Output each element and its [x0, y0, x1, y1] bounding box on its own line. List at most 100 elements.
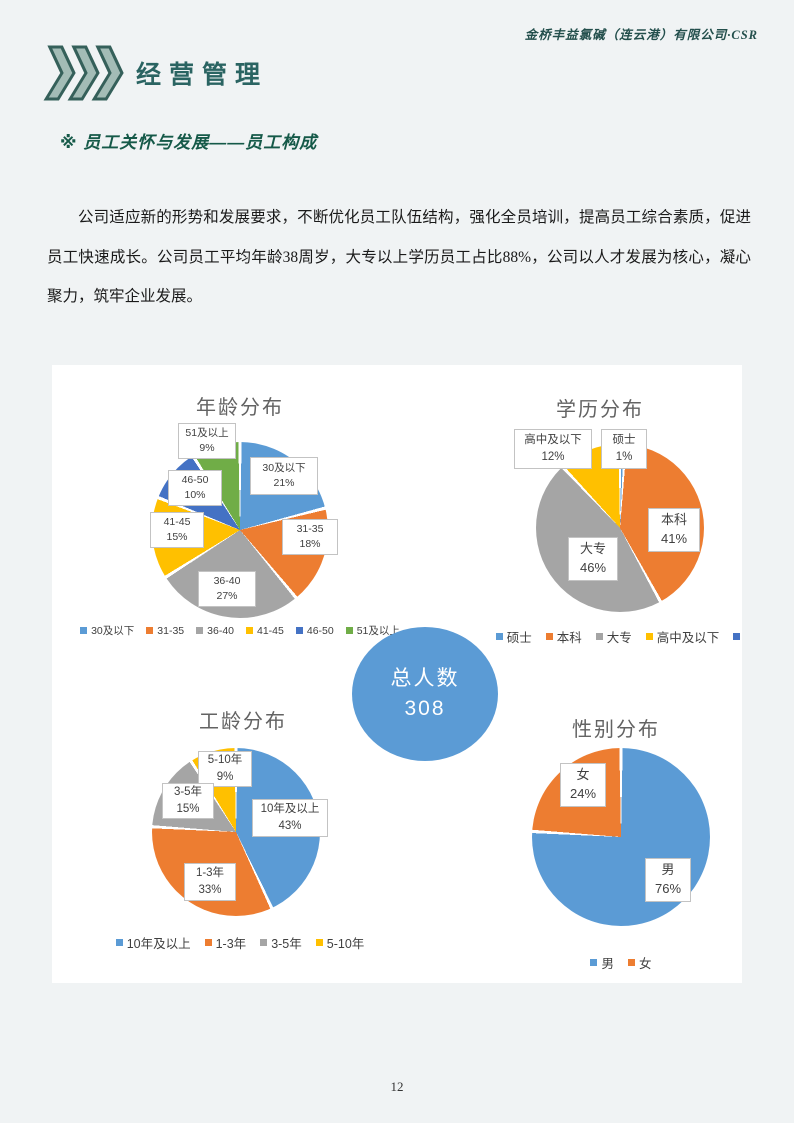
- legend-item: 3-5年: [260, 933, 302, 952]
- data-label-tenure-10plus: 10年及以上 43%: [252, 799, 328, 837]
- legend-swatch-icon: [295, 627, 303, 634]
- data-label-age-41-45: 41-45 15%: [150, 512, 204, 548]
- legend-label: 46-50: [306, 624, 334, 637]
- legend-swatch-icon: [196, 627, 204, 634]
- callout-label: 51及以上: [185, 426, 229, 439]
- legend-label: 31-35: [157, 624, 185, 637]
- legend-swatch-icon: [80, 627, 88, 634]
- data-label-age-31-35: 31-35 18%: [282, 519, 338, 555]
- chart-title-gender: 性别分布: [572, 719, 660, 741]
- legend-label: 36-40: [207, 624, 234, 637]
- legend-swatch-icon: [260, 939, 268, 946]
- callout-label: 10年及以上: [260, 803, 320, 816]
- legend-swatch-icon: [345, 627, 353, 634]
- legend-item: 硕士: [495, 627, 532, 646]
- callout-value: 46%: [579, 560, 607, 575]
- legend-item: 5-10年: [315, 933, 365, 952]
- legend-item: 31-35: [146, 625, 184, 637]
- data-label-age-30under: 30及以下 21%: [250, 457, 318, 495]
- legend-gender: 男女: [521, 953, 721, 972]
- legend-swatch-icon: [246, 627, 253, 634]
- callout-value: 18%: [299, 538, 321, 550]
- data-label-tenure-3-5: 3-5年 15%: [162, 783, 214, 819]
- legend-label: 女: [639, 957, 652, 971]
- legend-swatch-icon: [146, 627, 154, 634]
- chart-title-education: 学历分布: [556, 399, 644, 421]
- callout-value: 1%: [615, 451, 633, 463]
- callout-label: 女: [576, 767, 590, 783]
- legend-item: 本科: [545, 627, 582, 646]
- legend-item: 30及以下: [80, 623, 134, 638]
- callout-label: 1-3年: [195, 867, 225, 880]
- legend-label: 男: [601, 957, 614, 971]
- company-header: 金桥丰益氯碱（连云港）有限公司·CSR: [524, 28, 758, 42]
- legend-swatch-icon: [545, 633, 553, 640]
- legend-item: 1-3年: [204, 933, 246, 952]
- legend-item: 36-40: [196, 625, 234, 637]
- legend-item: 51及以上: [345, 623, 400, 638]
- legend-label: 10年及以上: [126, 937, 191, 951]
- callout-label: 硕士: [612, 434, 636, 447]
- legend-item: 高中及以下: [645, 627, 720, 646]
- legend-item: 大专: [595, 627, 632, 646]
- data-label-edu-highschool: 高中及以下 12%: [514, 429, 592, 469]
- subsection-title: ※ 员工关怀与发展——员工构成: [60, 133, 318, 152]
- legend-label: 41-45: [257, 624, 284, 637]
- callout-value: 15%: [176, 803, 200, 815]
- callout-value: 43%: [278, 820, 302, 832]
- callout-value: 10%: [184, 489, 206, 501]
- callout-label: 31-35: [296, 522, 324, 535]
- data-label-edu-college: 大专 46%: [568, 537, 618, 581]
- callout-label: 男: [661, 862, 675, 878]
- callout-value: 9%: [216, 771, 234, 783]
- page-number: 12: [390, 1079, 404, 1094]
- data-label-tenure-1-3: 1-3年 33%: [184, 863, 236, 901]
- legend-label: 5-10年: [326, 937, 365, 951]
- data-label-gender-female: 女 24%: [560, 763, 606, 807]
- legend-swatch-icon: [204, 939, 212, 946]
- legend-swatch-icon: [315, 939, 323, 946]
- legend-label: 硕士: [506, 631, 532, 645]
- legend-swatch-icon: [645, 633, 653, 640]
- body-paragraph: 公司适应新的形势和发展要求，不断优化员工队伍结构，强化全员培训，提高员工综合素质…: [47, 209, 751, 306]
- callout-value: 27%: [216, 590, 238, 602]
- callout-value: 76%: [654, 881, 682, 896]
- legend-item: 46-50: [295, 624, 334, 637]
- legend-label: 3-5年: [271, 937, 302, 951]
- legend-label: 本科: [556, 631, 582, 645]
- legend-item: 男: [590, 953, 614, 972]
- total-count-label: 总人数: [390, 666, 460, 690]
- legend-item: 10年及以上: [115, 933, 191, 952]
- legend-item: 41-45: [246, 625, 284, 637]
- callout-value: 12%: [541, 451, 565, 463]
- callout-value: 21%: [273, 477, 295, 489]
- callout-label: 46-50: [181, 473, 209, 486]
- chevrons-logo-icon: [43, 45, 124, 101]
- chart-title-age: 年龄分布: [196, 397, 284, 419]
- total-count-value: 308: [404, 697, 446, 720]
- legend-education: 硕士 本科 大专 高中及以下: [460, 627, 780, 646]
- legend-swatch-icon: [733, 633, 741, 640]
- chart-title-tenure: 工龄分布: [199, 711, 287, 733]
- legend-label: 高中及以下: [656, 631, 720, 645]
- callout-label: 3-5年: [173, 786, 203, 799]
- callout-label: 5-10年: [207, 754, 243, 767]
- callout-label: 大专: [579, 541, 606, 557]
- callout-label: 30及以下: [262, 461, 306, 474]
- callout-value: 15%: [166, 531, 188, 543]
- callout-value: 9%: [199, 442, 215, 454]
- callout-value: 33%: [198, 884, 222, 896]
- data-label-age-51plus: 51及以上 9%: [178, 423, 236, 459]
- legend-label: 51及以上: [356, 625, 400, 637]
- legend-label: 30及以下: [91, 625, 135, 637]
- data-label-tenure-5-10: 5-10年 9%: [198, 751, 252, 787]
- data-label-edu-master: 硕士 1%: [601, 429, 647, 469]
- data-label-gender-male: 男 76%: [645, 858, 691, 902]
- legend-tenure: 10年及以上 1-3年 3-5年 5-10年: [60, 933, 420, 952]
- callout-value: 24%: [569, 786, 597, 801]
- callout-label: 高中及以下: [524, 434, 582, 447]
- legend-swatch-icon: [495, 633, 503, 640]
- legend-item: 女: [628, 953, 652, 972]
- legend-swatch-icon: [628, 959, 635, 966]
